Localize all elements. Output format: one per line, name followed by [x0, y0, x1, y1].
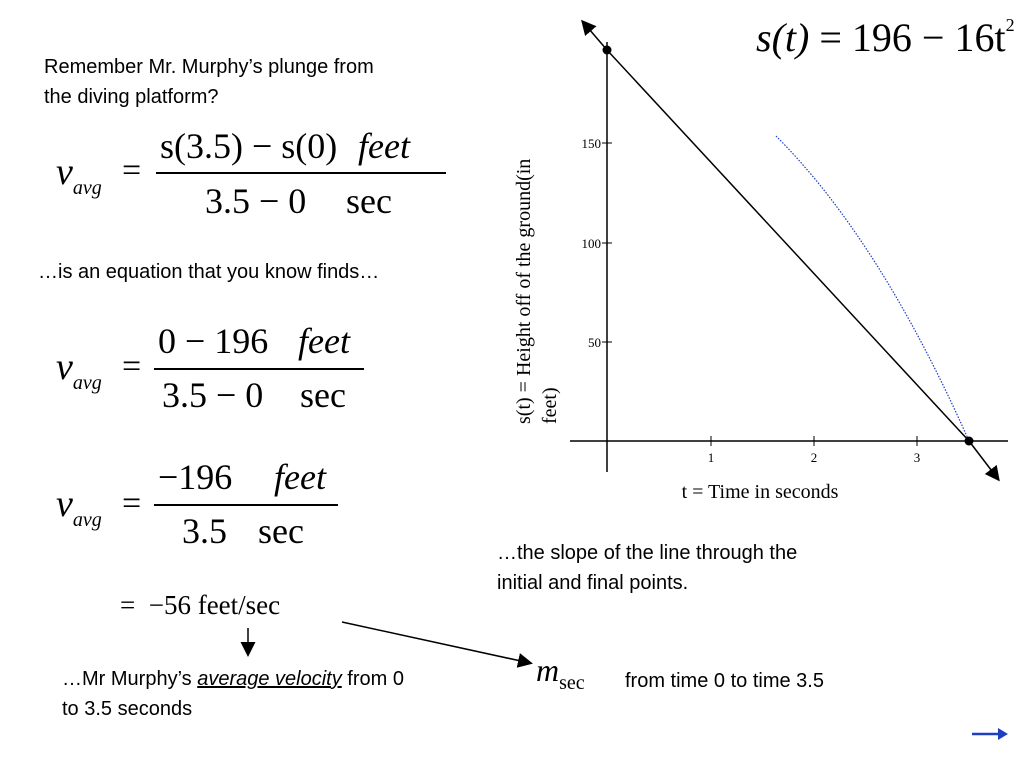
note-prefix: …Mr Murphy’s [62, 668, 198, 690]
equals-sign: = [122, 152, 142, 189]
result-value: = −56 feet/sec [120, 590, 281, 620]
y-tick-label-100: 100 [582, 236, 602, 251]
slope-line-1: …the slope of the line through the [497, 542, 798, 564]
numerator-unit: feet [358, 126, 410, 166]
secant-arrow-top [581, 19, 608, 51]
result-to-msec-arrow [341, 621, 533, 668]
numerator: −196 [158, 457, 233, 497]
note-line-2: to 3.5 seconds [62, 698, 193, 720]
numerator: 0 − 196 [158, 321, 269, 361]
avg-subscript: avg [72, 177, 102, 199]
formula-eq: = [819, 15, 842, 60]
y-tick-label-150: 150 [582, 136, 602, 151]
formula-lhs: s(t) [756, 15, 810, 60]
x-tick-label-2: 2 [811, 450, 818, 465]
fraction-bar [154, 368, 364, 370]
x-tick-label-1: 1 [708, 450, 715, 465]
note-suffix: from 0 [341, 668, 404, 690]
position-formula: s(t) = 196 − 16t2 [756, 14, 1015, 61]
msec-description: from time 0 to time 3.5 [625, 670, 824, 692]
average-velocity-emph: average velocity [197, 668, 342, 690]
secant-line [606, 49, 970, 442]
denominator-unit: sec [346, 181, 392, 221]
m-symbol: m [536, 652, 560, 688]
denominator: 3.5 [182, 511, 227, 551]
v-symbol: v [56, 151, 73, 193]
y-tick-label-50: 50 [588, 335, 601, 350]
final-point [964, 436, 974, 446]
slope-line-2: initial and final points. [497, 572, 689, 594]
sec-subscript: sec [559, 672, 585, 694]
y-axis-label-line-1: s(t) = Height off of the ground(in [513, 159, 535, 424]
average-velocity-note: …Mr Murphy’s average velocity from 0 to … [62, 664, 404, 724]
next-slide-arrow-icon[interactable] [968, 724, 1012, 744]
numerator-unit: feet [274, 457, 326, 497]
numerator: s(3.5) − s(0) [160, 126, 338, 166]
x-axis-label: t = Time in seconds [682, 481, 839, 503]
avg-subscript: avg [72, 372, 102, 394]
formula-exponent: 2 [1005, 14, 1015, 35]
slope-text: …the slope of the line through the initi… [497, 538, 797, 598]
equals-sign: = [122, 348, 142, 385]
initial-point [602, 45, 612, 55]
avg-subscript: avg [72, 509, 102, 531]
v-symbol: v [56, 346, 73, 388]
position-curve [775, 135, 970, 442]
fraction-bar [154, 504, 338, 506]
denominator-unit: sec [300, 375, 346, 415]
secant-slope-symbol: msec [536, 652, 585, 694]
equals-sign: = [122, 485, 142, 522]
denominator: 3.5 − 0 [162, 375, 264, 415]
x-tick-label-3: 3 [914, 450, 921, 465]
formula-rhs: 196 − 16t [851, 15, 1006, 60]
intro-line-1: Remember Mr. Murphy’s plunge from [44, 56, 374, 78]
intro-line-2: the diving platform? [44, 86, 219, 108]
denominator: 3.5 − 0 [205, 181, 307, 221]
fraction-bar [156, 172, 446, 174]
intro-text: Remember Mr. Murphy’s plunge from the di… [44, 52, 374, 112]
denominator-unit: sec [258, 511, 304, 551]
numerator-unit: feet [298, 321, 350, 361]
v-symbol: v [56, 483, 73, 525]
mid-text: …is an equation that you know finds… [38, 261, 380, 283]
y-axis-label-line-2: feet) [539, 387, 561, 424]
secant-arrow-bottom [968, 440, 1000, 482]
